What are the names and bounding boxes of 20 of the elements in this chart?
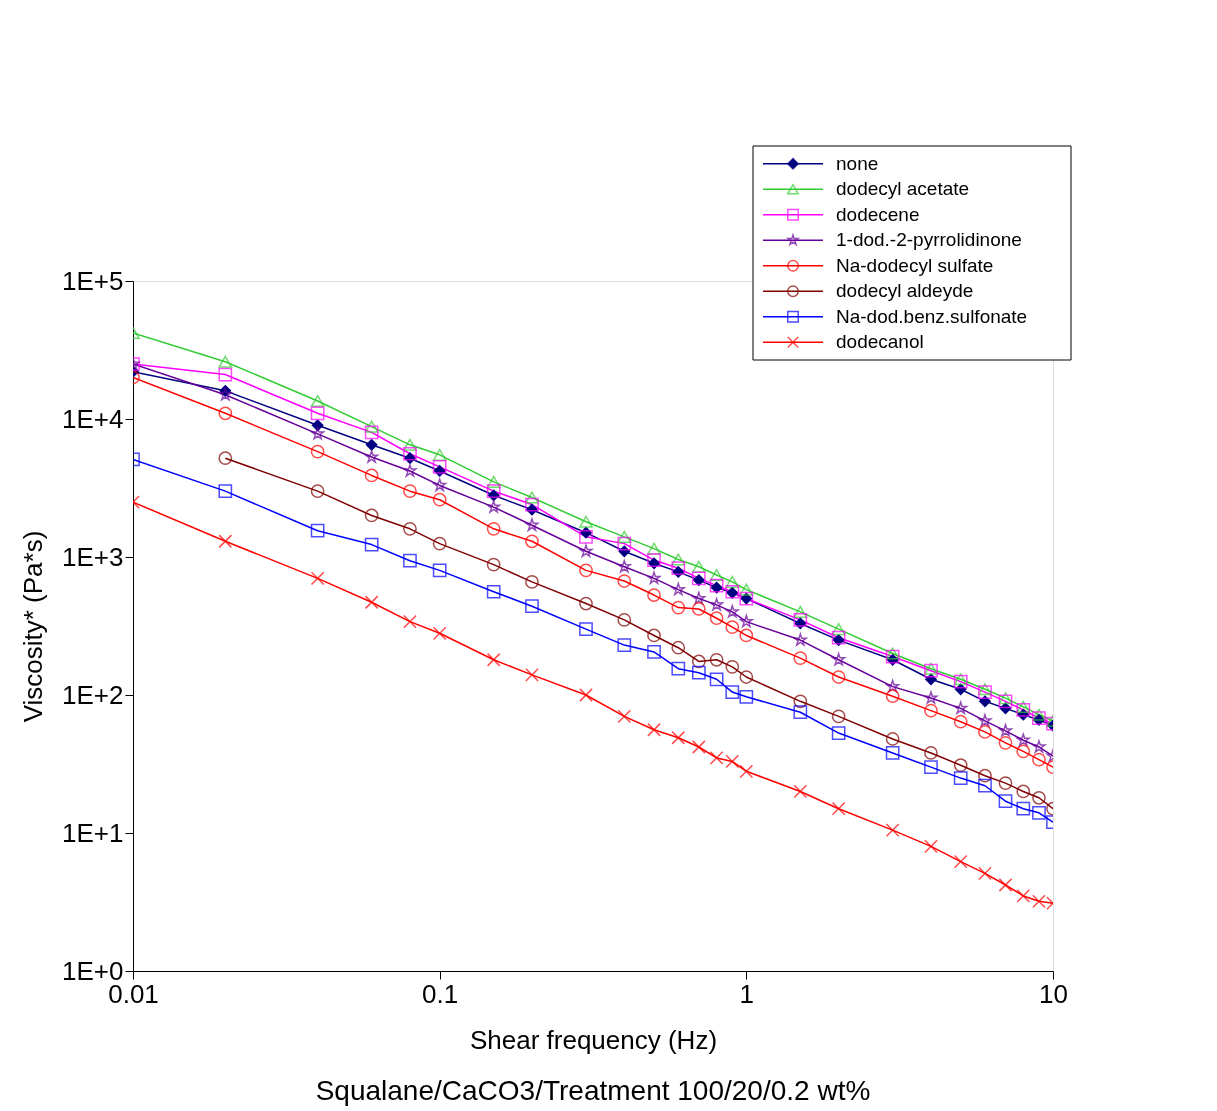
x-tick-label: 0.1: [422, 978, 459, 1009]
y-tick-label: 1E+0: [62, 955, 124, 986]
legend-label: dodecene: [836, 203, 920, 225]
x-tick-label: 10: [1039, 978, 1068, 1009]
legend-label: Na-dod.benz.sulfonate: [836, 305, 1028, 327]
y-axis-title: Viscosity* (Pa*s): [18, 530, 49, 723]
legend-label: dodecanol: [836, 331, 924, 353]
legend-label: dodecyl acetate: [836, 178, 970, 200]
legend-label: none: [836, 152, 879, 174]
text: Squalane/CaCO3/Treatment 100/20/0.2 wt%: [315, 1075, 871, 1106]
y-tick-label: 1E+3: [62, 541, 124, 572]
legend-label: Na-dodecyl sulfate: [836, 254, 994, 276]
y-tick-label: 1E+1: [62, 817, 124, 848]
legend-label: 1-dod.-2-pyrrolidinone: [836, 229, 1022, 251]
y-tick-label: 1E+2: [62, 679, 124, 710]
x-tick-label: 1: [739, 978, 755, 1009]
x-axis-title: Shear frequency (Hz): [469, 1024, 718, 1055]
y-tick-label: 1E+4: [62, 403, 124, 434]
legend-label: dodecyl aldeyde: [836, 280, 974, 302]
y-tick-label: 1E+5: [62, 265, 124, 296]
